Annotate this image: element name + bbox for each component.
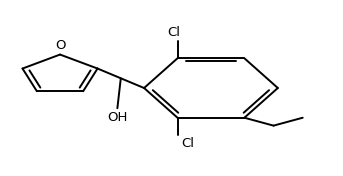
Text: OH: OH: [107, 111, 128, 124]
Text: O: O: [55, 39, 65, 52]
Text: Cl: Cl: [181, 137, 194, 150]
Text: Cl: Cl: [168, 26, 180, 39]
